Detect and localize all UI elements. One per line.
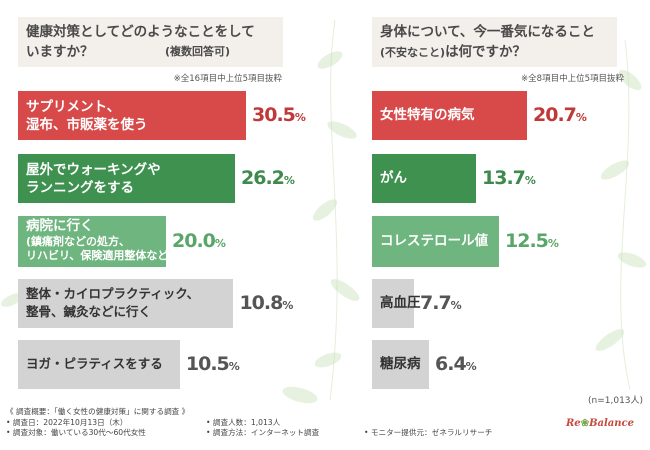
right-pct-3: 12.5% xyxy=(505,230,559,252)
right-pct-4: 7.7% xyxy=(420,292,462,314)
right-chart-title: 身体について、今一番気になること xyxy=(380,24,595,40)
right-bar-2: がん xyxy=(372,154,476,203)
left-bar-label-2: 屋外でウォーキングや ランニングをする xyxy=(26,162,161,196)
left-pct-3: 20.0% xyxy=(172,230,226,252)
footer-survey-title: 《 調査概要：「働く女性の健康対策」に関する調査 》 xyxy=(6,407,190,416)
left-pct-4: 10.8% xyxy=(239,292,294,314)
left-bar-5: ヨガ・ピラティスをする xyxy=(18,340,180,389)
left-bar-2: 屋外でウォーキングや ランニングをする xyxy=(18,154,235,203)
left-chart-subtitle: (複数回答可) xyxy=(165,45,231,58)
footer-method: • 調査方法：インターネット調査 xyxy=(206,428,320,437)
right-chart-subtitle: (不安なこと) xyxy=(380,46,446,59)
left-chart-title-box: 健康対策としてどのようなことをしていますか？ (複数回答可) xyxy=(18,17,283,67)
right-bar-1: 女性特有の病気 xyxy=(372,91,527,140)
left-bar-4: 整体・カイロプラクティック、 整骨、鍼灸などに行く xyxy=(18,279,234,328)
left-bar-1: サプリメント、 湿布、市販薬を使う xyxy=(18,91,246,140)
sample-size-note: (n=1,013人) xyxy=(588,396,644,406)
right-chart-title-suffix: は何ですか？ xyxy=(445,44,527,60)
left-bar-label-3: 病院に行く (鎮痛剤などの処方、 リハビリ、保険適用整体など) xyxy=(26,218,174,262)
right-pct-2: 13.7% xyxy=(482,167,536,189)
left-bar-label-5: ヨガ・ピラティスをする xyxy=(26,356,163,371)
left-chart-title: 健康対策としてどのようなことをしていますか？ xyxy=(26,24,255,60)
right-bar-label-5: 糖尿病 xyxy=(380,356,421,372)
right-chart-title-box: 身体について、今一番気になること (不安なこと)は何ですか？ xyxy=(372,17,617,67)
left-pct-1: 30.5% xyxy=(252,104,306,126)
left-pct-2: 26.2% xyxy=(241,167,295,189)
left-bar-3: 病院に行く (鎮痛剤などの処方、 リハビリ、保険適用整体など) xyxy=(18,216,173,267)
right-bar-5: 糖尿病 xyxy=(372,340,429,389)
footer-provider: • モニター提供元：ゼネラルリサーチ xyxy=(364,428,493,437)
right-pct-5: 6.4% xyxy=(435,353,477,375)
left-bar-label-4: 整体・カイロプラクティック、 整骨、鍼灸などに行く xyxy=(26,286,200,319)
left-bar-label-1: サプリメント、 湿布、市販薬を使う xyxy=(26,99,148,133)
rebalance-logo: Re❀Balance xyxy=(566,418,635,429)
right-bar-3: コレステロール値 xyxy=(372,216,499,267)
right-bar-4: 高血圧 xyxy=(372,279,421,328)
left-chart-note: ※全16項目中上位5項目抜粋 xyxy=(173,74,282,84)
footer-count: • 調査人数：1,013人 xyxy=(206,417,281,427)
right-bar-label-4: 高血圧 xyxy=(380,295,421,311)
right-bar-label-3: コレステロール値 xyxy=(380,233,488,249)
leaf-icon: ❀ xyxy=(580,418,590,429)
right-bar-label-2: がん xyxy=(380,170,407,186)
left-pct-5: 10.5% xyxy=(185,353,240,375)
right-pct-1: 20.7% xyxy=(533,104,587,126)
right-chart-note: ※全8項目中上位5項目抜粋 xyxy=(521,74,624,84)
right-bar-label-1: 女性特有の病気 xyxy=(380,107,475,123)
footer-target: • 調査対象：働いている30代～60代女性 xyxy=(6,428,146,437)
footer-date: • 調査日：2022年10月13日（木） xyxy=(6,417,128,427)
